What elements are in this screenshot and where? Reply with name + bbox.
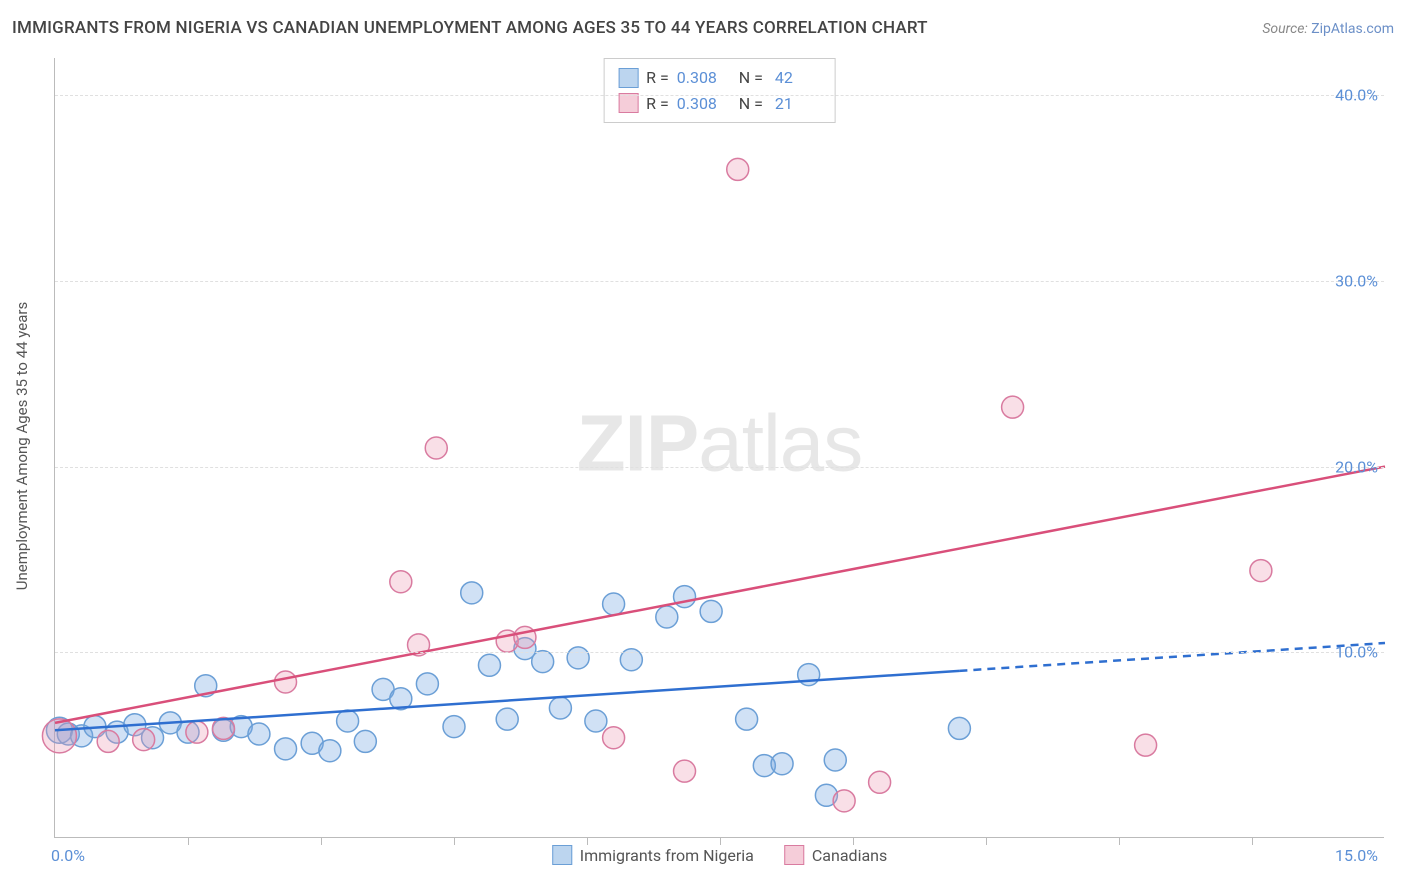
source-prefix: Source: [1262,21,1311,37]
trend-line-extrapolated [959,643,1385,671]
data-point [97,730,119,752]
source-link[interactable]: ZipAtlas.com [1311,21,1394,37]
data-point [603,593,625,615]
legend-series-item: Canadians [784,845,887,865]
data-point [727,158,749,180]
x-tick [454,837,455,845]
data-point [133,729,155,751]
data-point [585,710,607,732]
gridline [55,95,1384,96]
data-point [1250,560,1272,582]
y-tick-label: 10.0% [1335,643,1378,662]
data-point [443,716,465,738]
trend-line [55,467,1385,723]
data-point [275,671,297,693]
data-point [1002,396,1024,418]
y-tick-label: 30.0% [1335,271,1378,290]
legend-series: Immigrants from Nigeria Canadians [552,845,888,865]
legend-series-label: Immigrants from Nigeria [580,846,754,865]
data-point [833,790,855,812]
source-credit: Source: ZipAtlas.com [1262,21,1394,37]
x-tick [720,837,721,845]
data-point [532,651,554,673]
data-point [948,717,970,739]
x-tick [188,837,189,845]
data-point [416,673,438,695]
data-point [656,606,678,628]
data-point [478,654,500,676]
y-axis-title: Unemployment Among Ages 35 to 44 years [13,302,31,590]
gridline [55,467,1384,468]
legend-swatch [552,845,572,865]
data-point [275,738,297,760]
gridline [55,652,1384,653]
scatter-plot-svg [55,58,1384,837]
data-point [337,710,359,732]
x-tick [1119,837,1120,845]
x-tick [986,837,987,845]
data-point [567,647,589,669]
data-point [771,753,793,775]
data-point [1135,734,1157,756]
data-point [674,760,696,782]
data-point [549,697,571,719]
data-point [736,708,758,730]
x-tick-label: 15.0% [1335,846,1378,865]
data-point [461,582,483,604]
x-tick [1252,837,1253,845]
x-tick [587,837,588,845]
chart-title: IMMIGRANTS FROM NIGERIA VS CANADIAN UNEM… [12,18,928,38]
data-point [496,708,518,730]
y-tick-label: 20.0% [1335,457,1378,476]
data-point [319,740,341,762]
gridline [55,281,1384,282]
data-point [603,727,625,749]
data-point [186,721,208,743]
x-tick [321,837,322,845]
plot-area: ZIPatlas R =0.308 N = 42R =0.308 N = 21 … [54,58,1384,838]
data-point [42,719,76,753]
data-point [248,723,270,745]
data-point [869,771,891,793]
y-tick-label: 40.0% [1335,86,1378,105]
data-point [824,749,846,771]
legend-series-label: Canadians [812,846,887,865]
data-point [425,437,447,459]
data-point [390,571,412,593]
legend-swatch [784,845,804,865]
data-point [354,730,376,752]
x-tick-label: 0.0% [51,846,85,865]
legend-series-item: Immigrants from Nigeria [552,845,754,865]
data-point [700,600,722,622]
x-tick [853,837,854,845]
